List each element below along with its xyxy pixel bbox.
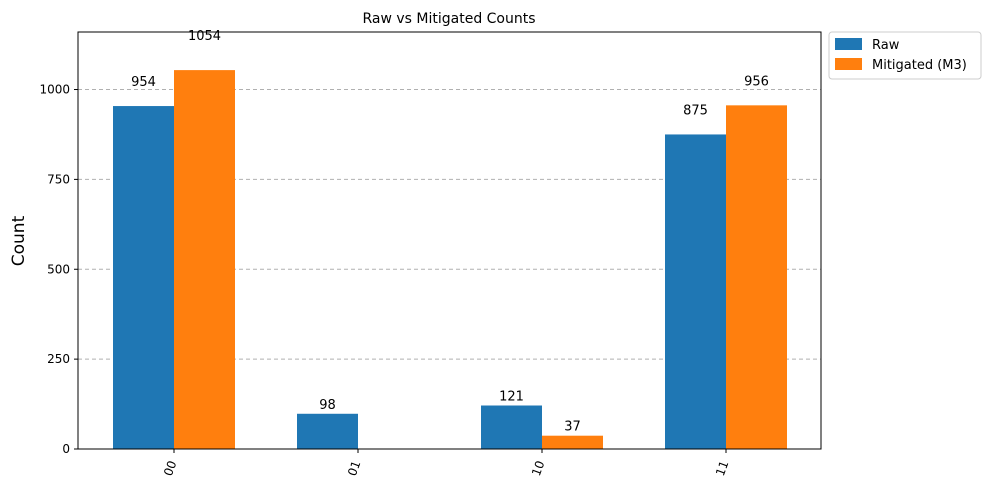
bars	[113, 70, 787, 450]
legend: Raw Mitigated (M3)	[828, 31, 982, 80]
bar-mitigated-11	[726, 105, 787, 450]
bar-mitigated-10	[542, 435, 603, 449]
legend-swatch-mitigated	[835, 58, 862, 70]
value-label: 875	[683, 103, 708, 118]
bar-raw-11	[665, 134, 726, 450]
bar-raw-00	[113, 106, 174, 449]
value-label: 98	[319, 398, 336, 413]
value-label: 121	[499, 390, 524, 405]
bar-raw-01	[297, 413, 358, 449]
y-axis: 0 250 500 750 1000	[39, 83, 78, 456]
x-tick-label: 00	[161, 459, 179, 478]
y-tick-label: 250	[47, 352, 70, 366]
bar-mitigated-00	[174, 70, 235, 450]
y-tick-label: 500	[47, 262, 70, 276]
x-axis: 00 01 10 11	[161, 449, 731, 478]
value-label: 956	[744, 74, 769, 89]
y-tick-label: 1000	[39, 83, 70, 97]
x-tick-label: 10	[529, 459, 547, 478]
plot-area	[77, 31, 822, 450]
legend-label-mitigated: Mitigated (M3)	[872, 58, 967, 73]
chart-title: Raw vs Mitigated Counts	[362, 11, 535, 27]
value-labels: 954 1054 98 121 37 875 956	[131, 29, 769, 435]
y-axis-label: Count	[9, 215, 29, 266]
value-label: 37	[564, 420, 581, 435]
legend-label-raw: Raw	[872, 38, 900, 53]
legend-swatch-raw	[835, 38, 862, 50]
x-tick-label: 01	[345, 459, 363, 478]
bar-raw-10	[481, 405, 542, 449]
value-label: 954	[131, 75, 156, 90]
y-tick-label: 0	[62, 442, 70, 456]
y-tick-label: 750	[47, 172, 70, 186]
value-label: 1054	[188, 29, 221, 44]
x-tick-label: 11	[713, 459, 731, 478]
legend-frame	[828, 31, 982, 80]
